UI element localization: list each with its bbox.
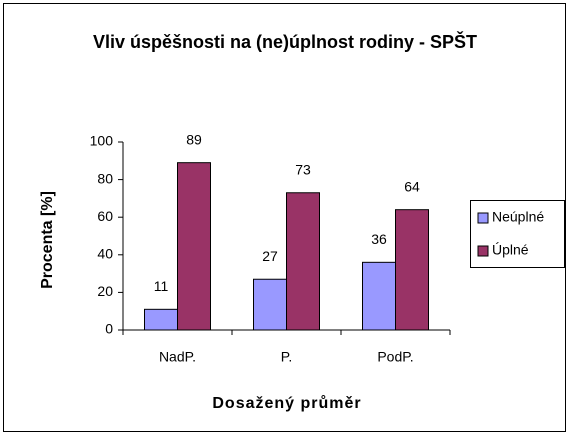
bar xyxy=(395,209,429,331)
bar xyxy=(362,261,396,331)
y-tick-label: 80 xyxy=(97,170,113,186)
y-tick-label: 100 xyxy=(90,133,114,149)
bar xyxy=(286,192,320,331)
data-label: 73 xyxy=(295,161,311,177)
bar xyxy=(177,162,211,331)
legend-swatch xyxy=(477,212,489,224)
x-tick-label: P. xyxy=(281,349,292,365)
y-tick-label: 20 xyxy=(97,283,113,299)
data-label: 11 xyxy=(154,278,169,294)
y-axis-label: Procenta [%] xyxy=(39,191,56,289)
data-label: 27 xyxy=(262,248,278,264)
data-label: 36 xyxy=(371,231,387,247)
legend-swatch xyxy=(477,245,489,257)
data-label: 64 xyxy=(404,178,420,194)
y-tick-label: 40 xyxy=(97,246,113,262)
x-axis-label: Dosažený průměr xyxy=(212,395,361,412)
bar xyxy=(253,278,287,331)
data-label: 89 xyxy=(186,131,202,147)
y-tick-label: 0 xyxy=(105,321,113,337)
x-tick-label: NadP. xyxy=(159,349,196,365)
y-tick-label: 60 xyxy=(97,208,113,224)
chart-title: Vliv úspěšnosti na (ne)úplnost rodiny - … xyxy=(92,32,478,52)
legend-label: Úplné xyxy=(492,242,529,258)
bar xyxy=(144,308,178,331)
x-tick-label: PodP. xyxy=(377,349,413,365)
legend-label: Neúplné xyxy=(492,209,544,225)
